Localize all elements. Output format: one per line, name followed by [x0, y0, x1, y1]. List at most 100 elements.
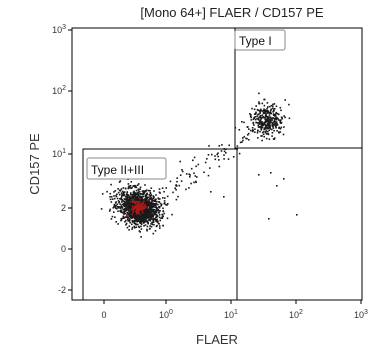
event-dot: [137, 214, 140, 217]
event-dot: [161, 216, 163, 218]
event-dot: [255, 105, 257, 107]
event-dot: [276, 130, 278, 132]
event-dot: [156, 218, 159, 221]
event-dot: [150, 208, 152, 211]
gate-label-type1[interactable]: Type I: [234, 29, 286, 51]
event-dot: [249, 113, 251, 115]
event-dot: [126, 215, 128, 218]
event-dot: [262, 124, 265, 127]
event-dot: [260, 122, 263, 125]
event-dot: [122, 200, 125, 202]
event-dot: [159, 192, 161, 194]
event-dot: [248, 128, 250, 130]
event-dot: [246, 137, 248, 140]
event-dot: [253, 124, 255, 126]
event-dot: [133, 185, 135, 187]
event-dot: [154, 230, 157, 232]
event-dot: [133, 216, 135, 218]
event-dot: [236, 145, 239, 147]
event-dot: [266, 107, 268, 110]
event-dot: [163, 212, 166, 215]
event-dot: [158, 214, 161, 216]
event-dot: [150, 201, 153, 204]
event-dot: [136, 220, 138, 223]
event-dot: [266, 110, 268, 113]
event-dot: [263, 112, 266, 114]
event-dot: [268, 138, 271, 140]
event-dot: [125, 207, 128, 209]
event-dot: [280, 126, 283, 129]
event-dot: [131, 223, 133, 226]
event-dot: [192, 159, 194, 162]
event-dot: [255, 111, 257, 114]
event-dot: [144, 215, 147, 218]
x-axis-label: FLAER: [196, 332, 238, 347]
event-dot: [152, 232, 155, 235]
x-axis-ticks: 0 100 101 102 103: [101, 300, 368, 320]
event-dot: [121, 195, 123, 198]
event-dot: [113, 204, 116, 206]
event-dot: [263, 104, 266, 107]
event-dot: [275, 105, 278, 108]
event-dot: [120, 210, 123, 213]
event-dot: [138, 213, 140, 216]
event-dot: [261, 114, 264, 116]
event-dot: [127, 218, 129, 221]
event-dot: [267, 123, 269, 126]
event-dot: [250, 119, 253, 121]
event-dot: [258, 92, 260, 95]
event-dot: [269, 123, 271, 126]
event-dot: [113, 211, 115, 213]
event-dot: [176, 177, 178, 179]
event-dot: [154, 213, 156, 216]
event-dot: [137, 183, 140, 185]
plot-frame: [71, 27, 363, 301]
event-dot: [140, 225, 142, 228]
event-dot: [254, 118, 257, 121]
event-dot: [127, 206, 129, 208]
event-dot: [149, 192, 152, 194]
event-dot: [135, 218, 137, 221]
event-dot: [263, 135, 265, 138]
event-dot: [267, 127, 270, 130]
event-dot: [146, 228, 148, 231]
event-dot: [143, 225, 145, 227]
gate-label-type23-text: Type II+III: [91, 163, 144, 177]
event-dot-core: [144, 207, 146, 210]
event-dots: [100, 92, 298, 238]
event-dot: [152, 215, 154, 217]
event-dot: [274, 115, 277, 117]
event-dot: [260, 109, 263, 112]
gate-type23[interactable]: [82, 148, 238, 300]
event-dot: [135, 189, 138, 192]
event-dot-core: [132, 206, 134, 209]
event-dot: [193, 156, 196, 159]
event-dot: [143, 212, 146, 214]
event-dot: [278, 113, 280, 116]
event-dot-core: [138, 208, 141, 210]
event-dot: [273, 110, 275, 112]
event-dot: [131, 226, 134, 229]
event-dot: [122, 191, 125, 194]
gate-label-type23[interactable]: Type II+III: [86, 157, 167, 180]
event-dot: [109, 198, 112, 201]
event-dot: [114, 216, 116, 218]
event-dot: [146, 208, 149, 211]
event-dot: [140, 210, 143, 212]
event-dot: [272, 117, 274, 119]
event-dot: [128, 218, 131, 220]
event-dot: [145, 194, 148, 196]
event-dot: [117, 207, 119, 209]
event-dot: [209, 167, 211, 169]
event-dot: [129, 219, 131, 221]
gate-type1[interactable]: [234, 28, 362, 149]
event-dot: [146, 197, 148, 200]
event-dot: [164, 197, 166, 199]
event-dot: [152, 197, 155, 199]
event-dot: [145, 210, 148, 213]
event-dot: [131, 186, 133, 189]
event-dot: [153, 223, 155, 226]
event-dot: [122, 187, 125, 189]
event-dot: [135, 193, 137, 195]
event-dot: [268, 119, 271, 121]
